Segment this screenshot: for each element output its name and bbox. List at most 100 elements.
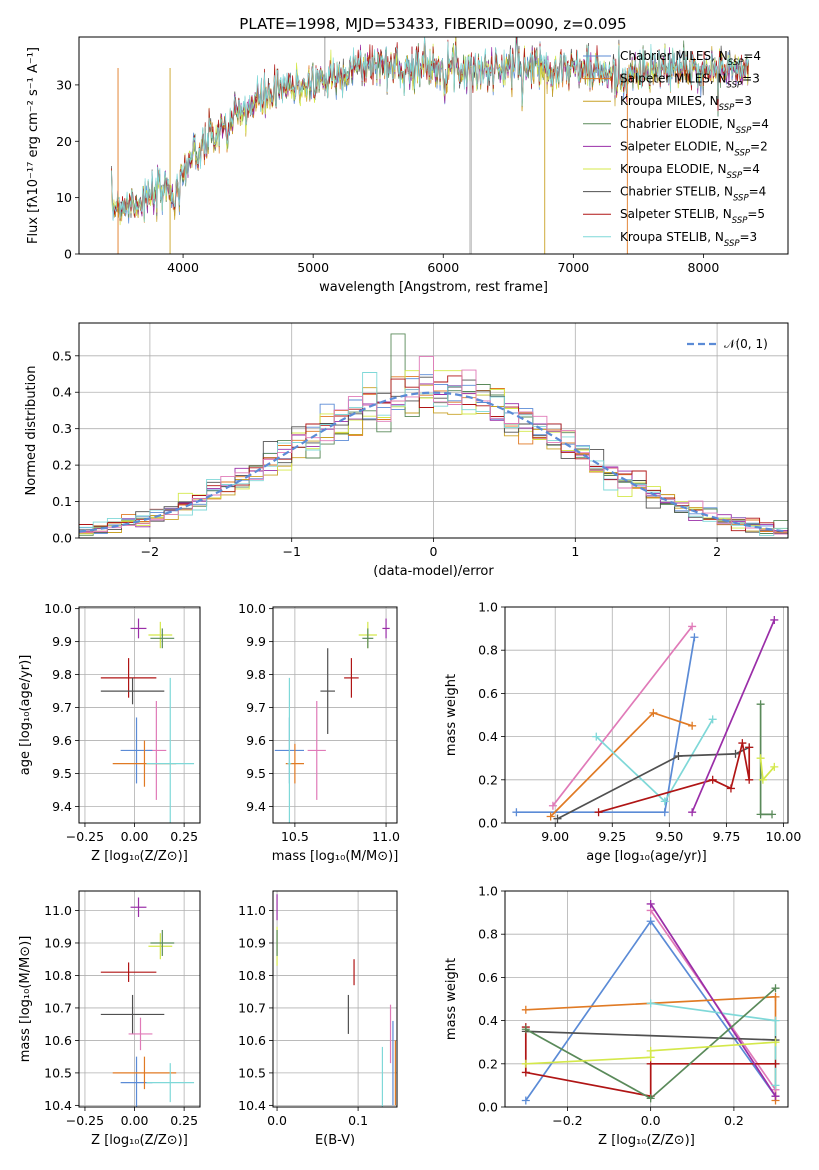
marker-plus — [768, 810, 777, 819]
legend: Chabrier MILES, NSSP=4 Salpeter MILES, NS… — [583, 49, 769, 249]
y-tick-label: 0.3 — [52, 421, 72, 436]
y-tick-label: 9.5 — [52, 766, 72, 781]
y-tick-label: 9.7 — [52, 700, 72, 715]
errorbar-panel: −0.25 0.00 0.25 10.4 10.5 10.6 10.7 10.8 10.9 11.… — [18, 890, 201, 1148]
x-axis-label: (data-model)/error — [373, 564, 494, 579]
normal-curve — [79, 391, 788, 533]
y-tick-label: 0.5 — [52, 348, 72, 363]
x-tick-label: −0.2 — [552, 1113, 582, 1128]
x-tick-label: −0.25 — [66, 829, 104, 844]
data-point — [344, 658, 359, 698]
data-point — [148, 933, 173, 960]
y-axis-label: Flux [fλ10⁻¹⁷ erg cm⁻² s⁻¹ A⁻¹] — [26, 47, 41, 244]
legend-label: Kroupa MILES, NSSP=3 — [620, 94, 752, 113]
marker-plus — [738, 739, 747, 748]
x-tick-label: 10.5 — [281, 829, 309, 844]
y-tick-label: 9.9 — [52, 634, 72, 649]
x-tick-label: 9.50 — [655, 829, 683, 844]
y-tick-label: 10.9 — [44, 935, 72, 950]
y-tick-label: 10.7 — [44, 1000, 72, 1015]
y-tick-label: 0.6 — [478, 686, 498, 701]
marker-plus — [745, 743, 754, 752]
y-tick-label: 10.5 — [44, 1065, 72, 1080]
x-tick-label: 7000 — [557, 260, 589, 275]
x-tick-label: 5000 — [297, 260, 329, 275]
y-tick-label: 9.6 — [52, 733, 72, 748]
marker-plus — [592, 732, 601, 741]
marker-plus — [756, 754, 765, 763]
marker-plus — [594, 808, 603, 817]
mass-weight-panel: −0.2 0.0 0.2 0.0 0.2 0.4 0.6 0.8 1.0 Z [log₁₀(Z/Z… — [444, 884, 789, 1148]
y-tick-label: 10.4 — [44, 1098, 72, 1113]
y-tick-label: 0.2 — [478, 772, 498, 787]
x-tick-label: 9.75 — [712, 829, 740, 844]
x-axis-label: Z [log₁₀(Z/Z⊙)] — [91, 1133, 188, 1148]
marker-plus — [646, 899, 655, 908]
marker-plus — [688, 808, 697, 817]
mass-weight-line — [557, 746, 750, 820]
x-tick-label: 8000 — [688, 260, 720, 275]
x-axis-label: mass [log₁₀(M/M⊙)] — [272, 849, 399, 864]
y-axis-label: age [log₁₀(age/yr)] — [18, 655, 33, 776]
chart-title: PLATE=1998, MJD=53433, FIBERID=0090, z=0… — [239, 15, 626, 33]
y-tick-label: 0.2 — [52, 458, 72, 473]
x-axis-label: E(B-V) — [315, 1133, 355, 1148]
y-tick-label: 20 — [56, 134, 72, 149]
y-tick-label: 1.0 — [478, 884, 498, 899]
x-tick-label: 6000 — [427, 260, 459, 275]
y-axis-label: mass weight — [444, 674, 459, 756]
x-tick-label: 0 — [430, 544, 438, 559]
y-tick-label: 9.8 — [246, 667, 266, 682]
legend-label: Chabrier MILES, NSSP=4 — [620, 49, 761, 68]
data-point — [128, 1017, 153, 1051]
axes-frame — [272, 890, 398, 1108]
data-point — [382, 618, 390, 639]
x-tick-label: 0.25 — [170, 829, 198, 844]
mass-weight-panel: 9.00 9.25 9.50 9.75 10.00 0.0 0.2 0.4 0.6 0.8 1.0 a… — [444, 600, 801, 865]
marker-plus — [708, 775, 717, 784]
axes-frame — [504, 890, 789, 1108]
marker-plus — [553, 814, 562, 823]
x-tick-label: 0.2 — [724, 1113, 744, 1128]
marker-plus — [646, 999, 655, 1008]
data-point — [148, 621, 173, 649]
marker-plus — [521, 1059, 530, 1068]
marker-plus — [521, 1096, 530, 1105]
y-tick-label: 1.0 — [478, 600, 498, 615]
axes-frame — [504, 606, 789, 824]
data-point — [100, 658, 157, 698]
y-tick-label: 0.0 — [478, 816, 498, 831]
y-tick-label: 9.8 — [52, 667, 72, 682]
x-axis-label: Z [log₁₀(Z/Z⊙)] — [598, 1133, 695, 1148]
marker-plus — [770, 762, 779, 771]
y-tick-label: 10 — [56, 190, 72, 205]
y-tick-label: 0.8 — [478, 643, 498, 658]
x-tick-label: 0.0 — [641, 1113, 661, 1128]
data-point — [307, 700, 326, 800]
marker-plus — [708, 715, 717, 724]
mass-weight-line — [691, 619, 776, 813]
y-tick-label: 9.7 — [246, 700, 266, 715]
y-tick-label: 10.5 — [238, 1065, 266, 1080]
x-tick-label: −1 — [282, 544, 300, 559]
marker-plus — [771, 1059, 780, 1068]
marker-plus — [771, 1016, 780, 1025]
y-tick-label: 0.4 — [52, 385, 72, 400]
data-point — [150, 628, 175, 649]
x-axis-label: Z [log₁₀(Z/Z⊙)] — [91, 849, 188, 864]
y-tick-label: 0.4 — [478, 729, 498, 744]
y-tick-label: 10.0 — [238, 601, 266, 616]
data-point — [362, 628, 374, 649]
legend-label: Kroupa STELIB, NSSP=3 — [620, 230, 757, 249]
mass-weight-line — [759, 704, 772, 816]
marker-plus — [646, 917, 655, 926]
x-tick-label: 0.0 — [267, 1113, 287, 1128]
spectrum-line — [111, 37, 749, 223]
marker-plus — [758, 775, 767, 784]
marker-plus — [756, 810, 765, 819]
mass-weight-line — [549, 711, 693, 818]
y-tick-label: 9.9 — [246, 634, 266, 649]
y-tick-label: 0.0 — [52, 531, 72, 546]
data-point — [320, 648, 335, 734]
